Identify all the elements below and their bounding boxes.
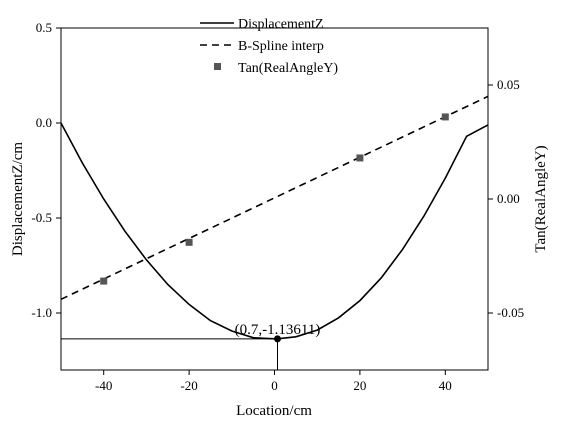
annotation-label: (0.7,-1.13611) (235, 322, 321, 338)
legend-marker-swatch (214, 63, 221, 70)
x-tick-label: -40 (95, 378, 112, 393)
x-tick-label: 40 (439, 378, 452, 393)
left-tick-label: -1.0 (31, 305, 52, 320)
legend-tan-label: Tan(RealAngleY) (238, 61, 338, 76)
x-axis-title: Location/cm (236, 403, 312, 419)
left-axis-title: DisplacementZ/cm (10, 142, 26, 256)
right-tick-label: 0.00 (497, 191, 520, 206)
tan-marker (100, 277, 108, 285)
annotation-dot (273, 335, 281, 343)
left-tick-label: -0.5 (31, 210, 52, 225)
left-tick-label: 0.0 (36, 115, 52, 130)
legend-bspline-label: B-Spline interp (238, 39, 324, 54)
right-tick-label: -0.05 (497, 305, 524, 320)
displacement-curve (60, 122, 489, 340)
x-tick-label: 0 (271, 378, 278, 393)
min-point-annotation: (0.7,-1.13611) (61, 322, 320, 370)
right-tick-label: 0.05 (497, 77, 520, 92)
left-tick-label: 0.5 (36, 20, 52, 35)
legend-displacement-label: DisplacementZ (238, 17, 324, 32)
left-axis-ticks: 0.5 0.0 -0.5 -1.0 (31, 20, 61, 320)
x-axis-ticks: -40 -20 0 20 40 (95, 370, 452, 393)
x-tick-label: 20 (353, 378, 366, 393)
plot-frame (60, 27, 489, 371)
x-tick-label: -20 (180, 378, 197, 393)
right-axis-ticks: 0.05 0.00 -0.05 (488, 77, 524, 320)
right-axis-title: Tan(RealAngleY) (533, 145, 549, 252)
legend: DisplacementZ B-Spline interp Tan(RealAn… (200, 17, 338, 76)
tan-marker (356, 154, 364, 162)
tan-marker (185, 238, 193, 246)
bspline-line (60, 95, 489, 301)
tan-marker (441, 113, 449, 121)
tan-markers (100, 113, 449, 285)
